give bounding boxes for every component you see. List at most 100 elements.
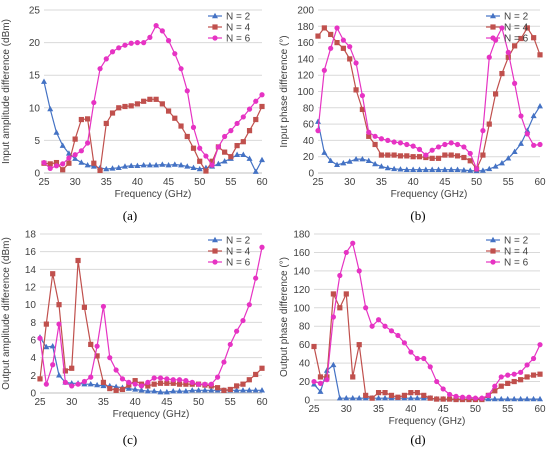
y-tick-label: 180 [293, 230, 310, 241]
data-point [97, 167, 103, 173]
data-point [369, 395, 375, 401]
data-point [512, 43, 518, 49]
data-point [69, 383, 75, 389]
data-point [459, 394, 466, 400]
data-point [347, 44, 353, 50]
data-point [384, 164, 391, 171]
data-point [195, 387, 202, 393]
data-point [97, 66, 103, 72]
data-point [372, 160, 379, 167]
data-point [524, 131, 530, 137]
data-point [109, 110, 116, 116]
data-point [454, 141, 461, 148]
data-point [157, 375, 164, 381]
data-point [347, 56, 353, 62]
data-point [228, 128, 234, 134]
data-point [410, 143, 416, 149]
data-point [505, 155, 512, 161]
data-point [113, 367, 119, 373]
data-point [94, 343, 100, 349]
data-point [530, 112, 537, 119]
y-tick-label: 80 [299, 322, 311, 333]
data-point [517, 395, 524, 402]
data-point [138, 383, 145, 389]
y-tick-label: 200 [297, 6, 314, 17]
data-point [240, 381, 246, 387]
data-point [363, 392, 369, 398]
data-point [537, 52, 543, 58]
data-point [385, 152, 391, 158]
data-point [234, 120, 240, 127]
data-point [252, 387, 259, 393]
data-point [69, 365, 75, 371]
data-point [151, 381, 157, 387]
data-point [259, 244, 265, 250]
data-point [78, 148, 84, 154]
data-point [157, 388, 164, 395]
chart-svg: 0 20 40 60 80 100 120 140 160 180 25 30 35 40 45 50 55 60… [279, 230, 546, 428]
x-axis-label: Frequency (GHz) [389, 416, 466, 426]
data-point [491, 395, 498, 402]
data-point [116, 105, 122, 111]
data-point [190, 124, 197, 130]
data-point [467, 167, 474, 173]
data-point [227, 341, 233, 348]
legend-marker [490, 248, 496, 254]
x-tick-label: 40 [132, 177, 144, 188]
data-point [215, 160, 222, 167]
data-point [537, 141, 543, 148]
data-point [252, 168, 259, 174]
data-point [222, 149, 228, 155]
data-point [128, 103, 134, 109]
data-point [327, 157, 334, 163]
data-point [109, 49, 116, 55]
data-point [103, 120, 109, 127]
y-tick-label: 0 [308, 169, 314, 180]
legend-label: N = 6 [226, 258, 251, 269]
data-point [128, 162, 135, 169]
data-point [499, 70, 505, 77]
data-point [119, 386, 126, 393]
data-point [499, 25, 505, 31]
legend-marker [212, 12, 218, 19]
data-point [414, 390, 420, 396]
data-point [47, 165, 53, 172]
data-point [56, 372, 63, 378]
data-point [100, 382, 107, 389]
data-point [498, 395, 505, 402]
data-point [317, 388, 324, 394]
data-point [317, 380, 324, 386]
data-point [208, 387, 215, 393]
data-point [403, 166, 410, 172]
data-point [113, 387, 119, 393]
data-point [530, 355, 537, 362]
y-axis-label: Input amplitude difference (dBm) [1, 19, 12, 164]
data-point [447, 396, 453, 402]
data-point [56, 321, 62, 327]
data-point [140, 161, 147, 168]
data-point [121, 163, 128, 169]
data-point [147, 96, 153, 102]
data-point [170, 377, 176, 383]
data-point [408, 390, 414, 396]
data-point [391, 139, 397, 145]
data-point [66, 160, 72, 166]
data-point [435, 155, 442, 161]
data-point [410, 154, 416, 160]
data-point [448, 140, 454, 146]
legend-marker [490, 24, 496, 30]
legend-label: N = 4 [504, 247, 529, 258]
data-point [372, 133, 378, 139]
data-point [222, 133, 228, 140]
y-tick-label: 20 [29, 38, 41, 49]
data-point [134, 40, 141, 46]
data-point [62, 368, 68, 374]
y-tick-label: 10 [29, 103, 41, 114]
data-point [492, 163, 499, 169]
data-point [146, 161, 153, 168]
data-point [109, 165, 116, 171]
data-point [414, 394, 421, 401]
legend-marker [212, 259, 218, 265]
data-point [221, 158, 228, 164]
data-point [184, 88, 190, 94]
